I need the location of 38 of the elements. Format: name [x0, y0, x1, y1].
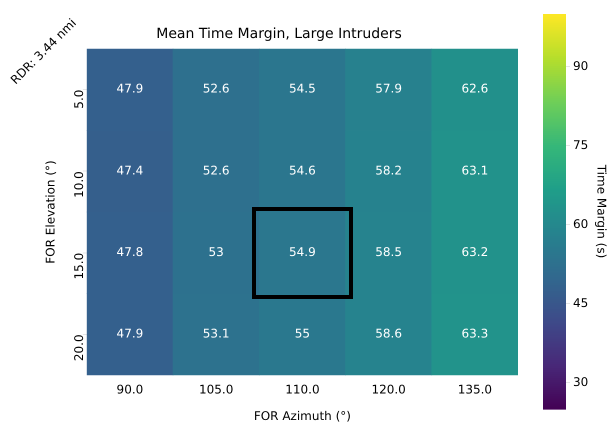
data-label: 54.5 — [289, 82, 316, 96]
data-label: 63.3 — [462, 326, 488, 341]
data-label: 53 — [208, 244, 224, 259]
y-tick-label: 10.0 — [72, 171, 86, 198]
data-label: 53.1 — [202, 326, 230, 341]
x-tick-label: 120.0 — [371, 382, 406, 397]
data-label: 47.4 — [116, 163, 144, 178]
data-label: 58.6 — [375, 326, 402, 341]
x-tick-label: 135.0 — [458, 382, 492, 397]
data-label: 57.9 — [375, 82, 402, 96]
data-label: 54.9 — [289, 244, 316, 259]
data-label: 63.1 — [462, 163, 488, 178]
data-label: 55 — [294, 326, 310, 341]
data-label: 58.5 — [375, 244, 402, 259]
data-label: 47.9 — [116, 326, 144, 341]
data-label: 58.2 — [375, 163, 402, 178]
color-bar-label: 60 — [573, 216, 588, 231]
color-bar-label: 75 — [573, 138, 588, 152]
y-axis-title: FOR Elevation (°) — [43, 160, 58, 264]
data-label: 62.6 — [462, 82, 488, 96]
color-bar-label: 45 — [573, 296, 588, 310]
y-tick-label: 5.0 — [72, 90, 86, 109]
data-label: 52.6 — [202, 82, 230, 96]
data-label: 47.8 — [116, 244, 144, 259]
data-label: 47.9 — [116, 82, 144, 96]
color-bar-label: 30 — [573, 374, 588, 389]
data-label: 63.2 — [462, 244, 488, 259]
y-tick-label: 15.0 — [72, 252, 86, 280]
chart-title: Mean Time Margin, Large Intruders — [156, 26, 402, 42]
x-axis-title: FOR Azimuth (°) — [254, 408, 351, 423]
y-tick-label: 20.0 — [72, 334, 86, 362]
data-label: 52.6 — [202, 163, 230, 178]
data-label: 54.6 — [289, 163, 316, 178]
x-tick-label: 90.0 — [116, 382, 144, 397]
color-bar-title: Time Margin (s) — [594, 164, 609, 258]
color-bar-label: 90 — [573, 58, 588, 73]
x-tick-label: 105.0 — [198, 382, 234, 397]
x-tick-label: 110.0 — [285, 382, 320, 397]
